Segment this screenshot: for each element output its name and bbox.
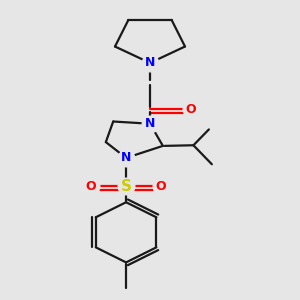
- Text: N: N: [145, 117, 155, 130]
- Text: O: O: [86, 180, 96, 193]
- Text: O: O: [156, 180, 167, 193]
- Text: N: N: [145, 56, 155, 69]
- Text: S: S: [121, 179, 132, 194]
- Text: O: O: [185, 103, 196, 116]
- Text: N: N: [121, 152, 131, 164]
